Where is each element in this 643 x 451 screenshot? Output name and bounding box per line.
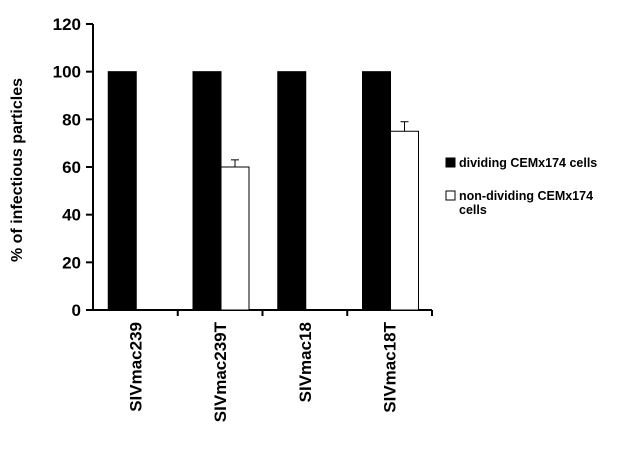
- plot-area: 0 20 40 60 80 100 120 SIVmac239 SIVmac239T SIVmac…: [53, 15, 433, 422]
- bar-non-dividing: [220, 166, 250, 311]
- x-tick-label: SIVmac18: [296, 322, 315, 402]
- legend-swatch-non-dividing: [445, 190, 456, 201]
- legend: dividing CEMx174 cells non-dividing CEMx1…: [445, 156, 597, 217]
- bar-dividing: [107, 71, 137, 311]
- bar-dividing: [192, 71, 222, 311]
- bar-dividing: [362, 71, 392, 311]
- y-axis-label: % of infectious particles: [9, 78, 26, 262]
- legend-label-non-dividing: non-dividing CEMx174 cells: [459, 189, 593, 217]
- legend-label-line: dividing CEMx174 cells: [459, 156, 597, 170]
- y-tick-label: 80: [62, 110, 81, 129]
- y-tick-label: 100: [53, 63, 81, 82]
- y-tick-label: 0: [72, 301, 81, 320]
- y-tick-label: 120: [53, 15, 81, 34]
- y-tick-label: 40: [62, 206, 81, 225]
- legend-label-line: cells: [459, 203, 487, 217]
- x-tick-label: SIVmac239T: [211, 321, 230, 422]
- x-tick-label: SIVmac239: [126, 322, 145, 412]
- y-tick-label: 20: [62, 253, 81, 272]
- bar-dividing: [277, 71, 307, 311]
- legend-swatch-dividing: [445, 157, 456, 168]
- bar-non-dividing: [390, 130, 420, 311]
- legend-label-dividing: dividing CEMx174 cells: [459, 156, 597, 170]
- x-tick-label: SIVmac18T: [381, 321, 400, 412]
- legend-label-line: non-dividing CEMx174: [459, 189, 593, 203]
- y-tick-label: 60: [62, 158, 81, 177]
